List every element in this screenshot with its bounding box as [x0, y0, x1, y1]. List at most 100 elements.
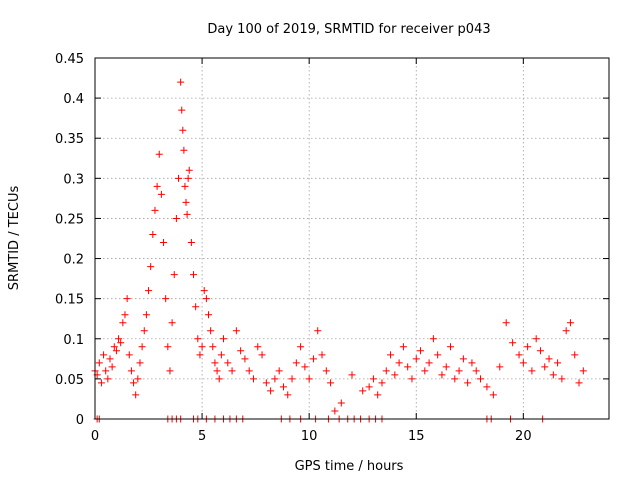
data-point: [468, 359, 476, 367]
data-point: [275, 367, 283, 375]
data-point: [119, 319, 127, 327]
data-point: [532, 335, 540, 343]
axis-ticks: [94, 57, 609, 420]
data-point: [202, 295, 210, 303]
y-tick-label: 0.1: [63, 333, 84, 348]
data-point: [387, 351, 395, 359]
data-point: [112, 347, 120, 355]
data-point: [318, 351, 326, 359]
data-point: [408, 375, 416, 383]
data-point: [132, 391, 140, 399]
data-point: [175, 174, 183, 182]
y-tick-label: 0.15: [55, 293, 84, 308]
data-point: [184, 174, 192, 182]
data-point: [382, 367, 390, 375]
y-axis-label: SRMTID / TECUs: [7, 186, 22, 291]
data-point: [211, 359, 219, 367]
data-point: [179, 126, 187, 134]
data-point: [149, 230, 157, 238]
data-point: [429, 335, 437, 343]
data-point: [155, 150, 163, 158]
data-points: [91, 78, 587, 423]
data-point: [192, 303, 200, 311]
data-point: [309, 355, 317, 363]
data-point: [254, 343, 262, 351]
data-point: [417, 347, 425, 355]
data-point: [571, 351, 579, 359]
data-point: [224, 359, 232, 367]
data-point: [213, 367, 221, 375]
data-point: [138, 343, 146, 351]
data-point: [162, 295, 170, 303]
data-point: [489, 391, 497, 399]
data-point: [515, 351, 523, 359]
data-point: [258, 351, 266, 359]
data-point: [121, 311, 129, 319]
data-point: [115, 335, 123, 343]
data-point: [374, 391, 382, 399]
data-point: [104, 375, 112, 383]
data-point: [100, 351, 108, 359]
data-point: [147, 263, 155, 271]
data-point: [160, 239, 168, 247]
data-point: [142, 311, 150, 319]
x-tick-label: 15: [408, 429, 425, 444]
data-point: [151, 206, 159, 214]
data-point: [168, 319, 176, 327]
data-point: [399, 343, 407, 351]
data-point: [322, 367, 330, 375]
data-point: [562, 327, 570, 335]
x-tick-label: 10: [301, 429, 318, 444]
data-point: [337, 399, 345, 407]
data-point: [314, 327, 322, 335]
data-point: [279, 383, 287, 391]
data-point: [472, 367, 480, 375]
data-point: [136, 359, 144, 367]
data-point: [541, 363, 549, 371]
data-point: [145, 287, 153, 295]
data-point: [241, 355, 249, 363]
y-tick-label: 0.35: [55, 132, 84, 147]
data-point: [421, 367, 429, 375]
data-point: [157, 190, 165, 198]
y-tick-labels: 0 0.05 0.1 0.15 0.2 0.25 0.3 0.35 0.4 0.45: [55, 52, 84, 428]
data-point: [110, 343, 118, 351]
data-point: [442, 363, 450, 371]
data-point: [369, 375, 377, 383]
data-point: [237, 347, 245, 355]
data-point: [198, 343, 206, 351]
x-axis-label: GPS time / hours: [295, 459, 404, 474]
data-point: [196, 351, 204, 359]
data-point: [194, 335, 202, 343]
plot-frame: [94, 57, 610, 420]
data-point: [464, 379, 472, 387]
data-point: [117, 339, 125, 347]
data-point: [209, 343, 217, 351]
y-tick-label: 0.4: [63, 92, 84, 107]
data-point: [575, 379, 583, 387]
data-point: [284, 391, 292, 399]
data-point: [509, 339, 517, 347]
data-point: [395, 359, 403, 367]
data-point: [249, 375, 257, 383]
data-point: [404, 363, 412, 371]
data-point: [483, 383, 491, 391]
data-point: [301, 363, 309, 371]
data-point: [245, 367, 253, 375]
data-point: [178, 106, 186, 114]
data-point: [207, 327, 215, 335]
data-point: [554, 359, 562, 367]
data-point: [183, 210, 191, 218]
y-tick-label: 0.45: [55, 52, 84, 67]
data-point: [130, 379, 138, 387]
data-point: [102, 367, 110, 375]
chart-title: Day 100 of 2019, SRMTID for receiver p04…: [207, 22, 490, 37]
data-point: [434, 351, 442, 359]
data-point: [127, 367, 135, 375]
data-point: [425, 359, 433, 367]
data-point: [170, 271, 178, 279]
data-point: [134, 375, 142, 383]
data-point: [205, 311, 213, 319]
data-point: [378, 379, 386, 387]
data-point: [331, 407, 339, 415]
